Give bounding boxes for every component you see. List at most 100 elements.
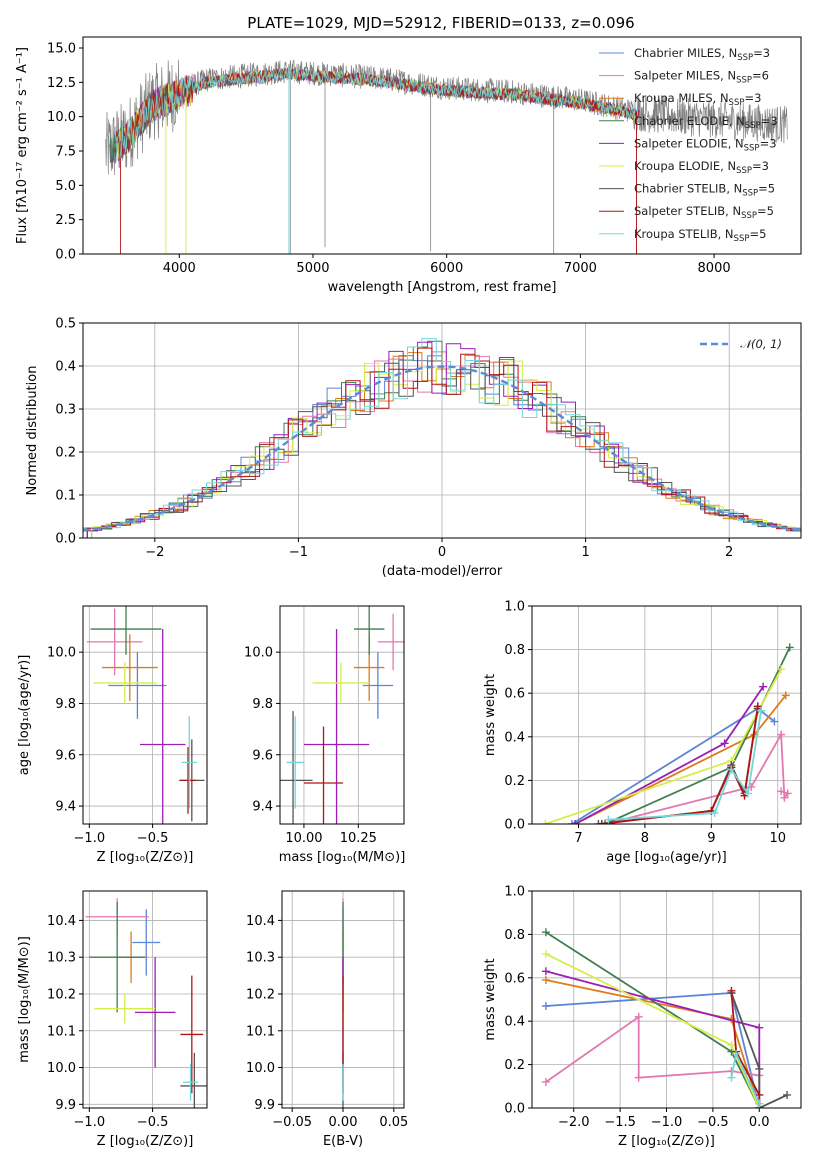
residuals-frame xyxy=(82,322,802,539)
residuals-ytick-label-5: 0.5 xyxy=(55,317,76,332)
age-vs-z-ylabel: age [log₁₀(age/yr)] xyxy=(17,655,32,776)
spectrum-xtick-label-2: 6000 xyxy=(430,261,463,276)
weight-vs-z-xtick-label-1: −1.5 xyxy=(604,1115,636,1130)
residuals-xtick-label-1: −1 xyxy=(289,545,308,560)
weight-vs-z-series-6 xyxy=(730,992,788,1108)
spectrum-xtick-label-4: 8000 xyxy=(698,261,731,276)
weight-vs-age-marker-7-4 xyxy=(753,702,762,711)
age-vs-mass-xlabel: mass [log₁₀(M/M⊙)] xyxy=(279,850,406,865)
weight-vs-age-marker-8-1 xyxy=(710,809,719,818)
weight-vs-z-marker-7-2 xyxy=(755,1090,764,1099)
mass-vs-z-ylabel: mass [log₁₀(M/M⊙)] xyxy=(17,936,32,1063)
age-vs-mass-frame xyxy=(279,605,405,825)
weight-vs-age-ytick-label-5: 1.0 xyxy=(504,600,525,615)
mass-vs-ebv-ytick-label-1: 10.0 xyxy=(246,1061,275,1076)
weight-vs-age-marker-4-2 xyxy=(759,682,768,691)
mass-vs-ebv-ytick-label-4: 10.3 xyxy=(246,951,275,966)
age-vs-z-xtick-label-1: −0.5 xyxy=(137,831,169,846)
weight-vs-age-ytick-label-0: 0.0 xyxy=(504,818,525,833)
weight-vs-age-marker-1-5 xyxy=(777,787,786,796)
residuals-ylabel: Normed distribution xyxy=(25,366,40,496)
spectrum-ylabel: Flux [fλ10⁻¹⁷ erg cm⁻² s⁻¹ A⁻¹] xyxy=(15,47,30,244)
residuals-ytick-label-1: 0.1 xyxy=(55,489,76,504)
legend-label-2: Kroupa MILES, NSSP=3 xyxy=(634,91,761,108)
weight-vs-age-marker-8-4 xyxy=(757,706,766,715)
weight-vs-z-xlabel: Z [log₁₀(Z/Z⊙)] xyxy=(618,1134,715,1149)
age-vs-z-xlabel: Z [log₁₀(Z/Z⊙)] xyxy=(97,850,194,865)
mass-vs-z-panel: −1.0 −0.5 9.9 10.0 10.1 10.2 10.3 10.4 Z [log₁₀(… xyxy=(17,890,208,1149)
spectrum-ytick-label-3: 7.5 xyxy=(55,144,76,159)
weight-vs-age-xtick-label-0: 7 xyxy=(574,831,582,846)
weight-vs-z-marker-1-0 xyxy=(541,1077,550,1086)
residuals-xtick-label-2: 0 xyxy=(438,545,446,560)
weight-vs-z-ytick-label-4: 0.8 xyxy=(504,928,525,943)
age-vs-mass-xtick-label-1: 10.25 xyxy=(340,831,377,846)
residuals-ytick-label-2: 0.2 xyxy=(55,446,76,461)
weight-vs-z-xtick-label-4: 0.0 xyxy=(749,1115,770,1130)
weight-vs-z-xtick-label-3: −0.5 xyxy=(697,1115,729,1130)
weight-vs-z-marker-2-0 xyxy=(541,975,550,984)
weight-vs-age-ytick-label-2: 0.4 xyxy=(504,730,525,745)
spectrum-ytick-label-4: 10.0 xyxy=(47,110,76,125)
age-vs-mass-ytick-label-2: 9.8 xyxy=(252,697,273,712)
age-vs-z-ytick-label-2: 9.8 xyxy=(55,697,76,712)
age-vs-z-ytick-label-0: 9.4 xyxy=(55,800,76,815)
weight-vs-age-ytick-label-4: 0.8 xyxy=(504,643,525,658)
weight-vs-age-marker-0-0 xyxy=(567,820,576,824)
residuals-xtick-label-4: 2 xyxy=(725,545,733,560)
mass-vs-z-ytick-label-4: 10.3 xyxy=(47,951,76,966)
age-vs-mass-ytick-label-1: 9.6 xyxy=(252,748,273,763)
spectrum-xtick-label-3: 7000 xyxy=(564,261,597,276)
weight-vs-age-marker-7-0 xyxy=(597,820,606,824)
weight-vs-age-marker-5-0 xyxy=(541,820,550,824)
mass-vs-ebv-xtick-label-1: 0.00 xyxy=(329,1115,358,1130)
weight-vs-z-ytick-label-3: 0.6 xyxy=(504,971,525,986)
mass-vs-z-xlabel: Z [log₁₀(Z/Z⊙)] xyxy=(97,1134,194,1149)
weight-vs-z-marker-5-1 xyxy=(727,1041,736,1050)
weight-vs-age-plot-area xyxy=(541,643,794,824)
legend-label-4: Salpeter ELODIE, NSSP=3 xyxy=(634,136,777,153)
weight-vs-age-marker-8-3 xyxy=(743,789,752,798)
weight-vs-age-xtick-label-1: 8 xyxy=(641,831,649,846)
mass-vs-z-xtick-label-1: −0.5 xyxy=(137,1115,169,1130)
weight-vs-z-ytick-label-2: 0.4 xyxy=(504,1015,525,1030)
weight-vs-z-plot-area xyxy=(541,928,792,1108)
spectrum-panel: 4000 5000 6000 7000 8000 0.0 2.5 5.0 7.5 10.0 12.5… xyxy=(15,36,802,295)
weight-vs-age-marker-6-0 xyxy=(594,820,603,824)
residuals-xtick-label-0: −2 xyxy=(145,545,164,560)
weight-vs-z-marker-1-1 xyxy=(634,1012,643,1021)
mass-vs-ebv-frame xyxy=(281,890,405,1109)
weight-vs-age-xlabel: age [log₁₀(age/yr)] xyxy=(606,850,727,865)
weight-vs-z-marker-6-3 xyxy=(783,1090,792,1099)
normal-legend-label: 𝒩(0, 1) xyxy=(740,337,782,351)
weight-vs-z-marker-7-0 xyxy=(727,986,736,995)
weight-vs-z-marker-1-2 xyxy=(634,1073,643,1082)
age-vs-z-panel: −1.0 −0.5 9.4 9.6 9.8 10.0 Z [log₁₀(Z/Z⊙)] age … xyxy=(17,605,208,865)
figure-title: PLATE=1029, MJD=52912, FIBERID=0133, z=0… xyxy=(247,14,634,32)
weight-vs-z-panel: −2.0 −1.5 −1.0 −0.5 0.0 0.0 0.2 0.4 0.6 0.8 1.0 Z [… xyxy=(483,885,802,1149)
weight-vs-z-marker-5-0 xyxy=(541,949,550,958)
normal-reference-curve xyxy=(83,365,801,532)
mass-vs-ebv-xtick-label-2: 0.05 xyxy=(379,1115,408,1130)
spectrum-frame xyxy=(82,36,802,255)
mass-vs-ebv-ytick-label-0: 9.9 xyxy=(254,1098,275,1113)
weight-vs-z-ytick-label-0: 0.0 xyxy=(504,1102,525,1117)
age-vs-mass-panel: 10.00 10.25 9.4 9.6 9.8 10.0 mass [log₁₀(M/M⊙)… xyxy=(244,605,406,865)
mass-vs-z-ytick-label-5: 10.4 xyxy=(47,914,76,929)
weight-vs-age-marker-0-2 xyxy=(770,717,779,726)
mass-vs-ebv-ytick-label-2: 10.1 xyxy=(246,1024,275,1039)
spectrum-xtick-label-0: 4000 xyxy=(163,261,196,276)
weight-vs-age-ytick-label-3: 0.6 xyxy=(504,687,525,702)
model-line-kroupa-stelib xyxy=(114,67,640,164)
weight-vs-z-marker-0-0 xyxy=(541,1002,550,1011)
mass-vs-z-ytick-label-3: 10.2 xyxy=(47,987,76,1002)
weight-vs-z-xtick-label-0: −2.0 xyxy=(558,1115,590,1130)
weight-vs-age-marker-4-1 xyxy=(720,739,729,748)
residuals-ytick-label-0: 0.0 xyxy=(55,532,76,547)
residuals-xlabel: (data-model)/error xyxy=(382,564,503,579)
age-vs-z-frame xyxy=(82,605,208,825)
weight-vs-z-marker-6-1 xyxy=(755,1064,764,1073)
spectrum-xtick-label-1: 5000 xyxy=(296,261,329,276)
legend-label-5: Kroupa ELODIE, NSSP=3 xyxy=(634,159,769,176)
weight-vs-z-xtick-label-2: −1.0 xyxy=(651,1115,683,1130)
